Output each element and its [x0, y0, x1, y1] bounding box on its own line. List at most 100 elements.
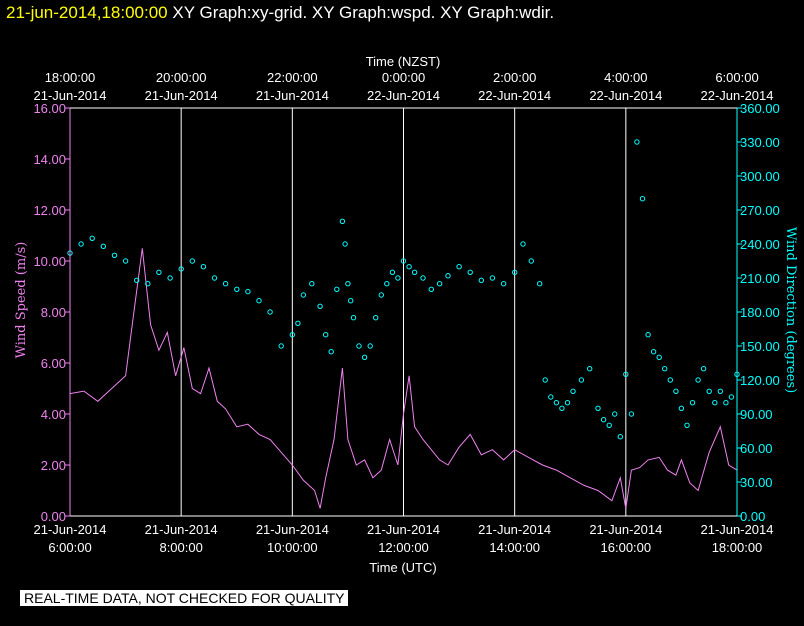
wind-direction-point	[334, 286, 340, 292]
wind-direction-point	[361, 354, 368, 360]
quality-note: REAL-TIME DATA, NOT CHECKED FOR QUALITY	[20, 590, 349, 606]
top-tick-time: 6:00:00	[715, 70, 758, 85]
wind-direction-point	[617, 434, 623, 440]
top-tick-time: 18:00:00	[45, 70, 96, 85]
wind-direction-point	[673, 388, 679, 394]
header-timestamp: 21-jun-2014,18:00:00	[6, 3, 168, 22]
wind-direction-point	[389, 269, 396, 275]
right-tick-label: 0.00	[740, 509, 765, 524]
labels: Time (NZST) Time (UTC) Wind Speed (m/s) …	[14, 54, 798, 575]
top-tick-time: 20:00:00	[156, 70, 207, 85]
wind-direction-point	[489, 275, 496, 281]
top-tick-date: 21-Jun-2014	[145, 88, 218, 103]
wind-direction-point	[384, 281, 390, 287]
wind-direction-point	[587, 366, 593, 372]
left-tick-label: 12.00	[33, 203, 66, 218]
wind-direction-point	[178, 266, 184, 272]
left-tick-label: 0.00	[41, 509, 66, 524]
bottom-tick-time: 14:00:00	[489, 540, 540, 555]
top-tick-date: 22-Jun-2014	[701, 88, 774, 103]
wind-direction-point	[428, 286, 434, 292]
top-tick-date: 21-Jun-2014	[256, 88, 329, 103]
wind-direction-point	[350, 315, 357, 321]
right-tick-label: 120.00	[740, 373, 780, 388]
top-tick-date: 22-Jun-2014	[367, 88, 440, 103]
top-tick-time: 2:00:00	[493, 70, 536, 85]
wind-direction-point	[662, 366, 668, 372]
wind-direction-point	[328, 349, 334, 355]
wind-direction-point	[309, 281, 315, 287]
wind-direction-point	[695, 377, 701, 383]
wind-direction-point	[634, 139, 640, 145]
wind-direction-point	[628, 411, 635, 417]
wind-direction-point	[339, 218, 346, 225]
right-tick-label: 90.00	[740, 407, 773, 422]
wind-direction-point	[639, 196, 646, 202]
bottom-tick-time: 8:00:00	[159, 540, 202, 555]
bottom-tick-date: 21-Jun-2014	[256, 522, 329, 537]
wind-direction-point	[256, 298, 262, 304]
wind-direction-point	[406, 264, 412, 270]
wind-direction-point	[245, 288, 251, 295]
wind-direction-point	[200, 264, 207, 270]
top-tick-time: 4:00:00	[604, 70, 647, 85]
bottom-tick-date: 21-Jun-2014	[145, 522, 218, 537]
wind-direction-point	[700, 366, 707, 372]
bottom-tick-date: 21-Jun-2014	[701, 522, 774, 537]
bottom-tick-date: 21-Jun-2014	[34, 522, 107, 537]
header-title: XY Graph:xy-grid. XY Graph:wspd. XY Grap…	[172, 3, 555, 22]
bottom-tick-time: 10:00:00	[267, 540, 318, 555]
top-tick-time: 0:00:00	[382, 70, 425, 85]
wind-direction-point	[345, 281, 351, 287]
wind-direction-point	[456, 264, 462, 270]
wind-direction-point	[706, 388, 712, 394]
wind-direction-point	[520, 241, 526, 247]
wind-direction-point	[189, 258, 196, 264]
wind-direction-point	[211, 275, 218, 281]
wind-direction-point	[689, 400, 696, 406]
wind-direction-point	[467, 269, 473, 275]
wind-direction-point	[122, 258, 129, 264]
right-tick-label: 240.00	[740, 237, 780, 252]
wind-direction-point	[712, 400, 718, 406]
wind-direction-point	[156, 269, 162, 275]
wind-direction-point	[436, 281, 443, 287]
wind-direction-point	[606, 422, 612, 428]
wind-direction-point	[500, 281, 507, 287]
wind-direction-point	[373, 315, 379, 321]
wind-direction-point	[528, 258, 534, 264]
wind-direction-point	[684, 422, 690, 428]
top-axis-label: Time (NZST)	[366, 54, 441, 69]
bottom-tick-date: 21-Jun-2014	[367, 522, 440, 537]
wind-direction-point	[323, 332, 329, 338]
left-tick-label: 2.00	[41, 458, 66, 473]
wind-direction-point	[342, 241, 348, 247]
bottom-tick-date: 21-Jun-2014	[478, 522, 551, 537]
wind-direction-point	[78, 241, 84, 247]
right-tick-label: 60.00	[740, 441, 773, 456]
wind-direction-point	[300, 292, 307, 298]
wind-direction-point	[222, 281, 229, 287]
wind-direction-point	[395, 275, 401, 281]
wind-direction-point	[595, 405, 601, 411]
wind-direction-point	[445, 273, 451, 279]
wind-direction-point	[167, 275, 173, 281]
right-tick-label: 270.00	[740, 203, 780, 218]
wind-direction-point	[317, 303, 323, 309]
wind-direction-point	[400, 258, 407, 264]
top-tick-date: 22-Jun-2014	[478, 88, 551, 103]
right-axis-label: Wind Direction (degrees)	[783, 227, 798, 393]
left-tick-label: 4.00	[41, 407, 66, 422]
top-tick-date: 21-Jun-2014	[34, 88, 107, 103]
wind-direction-point	[564, 400, 571, 406]
bottom-tick-time: 12:00:00	[378, 540, 429, 555]
wind-direction-point	[553, 400, 560, 406]
wind-direction-point	[570, 388, 576, 394]
right-tick-label: 360.00	[740, 101, 780, 116]
bottom-tick-time: 6:00:00	[48, 540, 91, 555]
left-tick-label: 6.00	[41, 356, 66, 371]
wind-direction-point	[512, 269, 518, 275]
wind-direction-point	[723, 400, 729, 406]
wind-direction-point	[478, 277, 484, 283]
